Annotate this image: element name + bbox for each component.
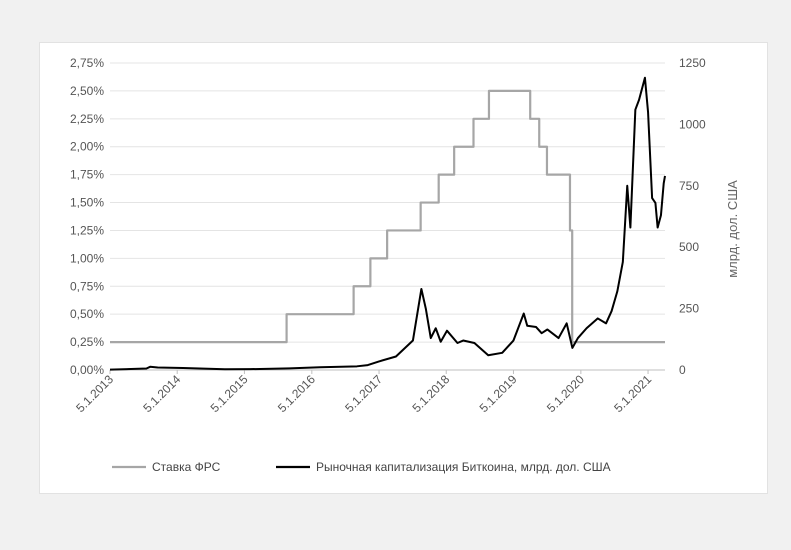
- y-left-tick-label: 2,25%: [70, 112, 104, 126]
- legend-label: Рыночная капитализация Биткоина, млрд. д…: [316, 460, 611, 474]
- y-axis-left: 0,00% 0,25% 0,50% 0,75% 1,00% 1,25% 1,50% 1,75%…: [70, 56, 104, 377]
- chart-panel: 0,00% 0,25% 0,50% 0,75% 1,00% 1,25% 1,50% 1,75%…: [39, 42, 768, 494]
- y-left-tick-label: 1,50%: [70, 196, 104, 210]
- y-left-tick-label: 1,00%: [70, 251, 104, 265]
- series-lines: [109, 76, 666, 371]
- x-tick-label: 5.1.2021: [611, 372, 654, 415]
- y-left-tick-label: 2,50%: [70, 84, 104, 98]
- y-axis-right-title: млрд. дол. США: [725, 180, 740, 278]
- y-left-tick-label: 0,75%: [70, 279, 104, 293]
- y-right-tick-label: 0: [679, 363, 686, 377]
- y-right-tick-label: 250: [679, 302, 699, 316]
- y-right-tick-label: 500: [679, 240, 699, 254]
- series-line-fed-rate: [110, 89, 665, 344]
- legend: Ставка ФРС Рыночная капитализация Биткоин…: [112, 460, 611, 474]
- y-left-tick-label: 0,00%: [70, 363, 104, 377]
- y-axis-right: 0 250 500 750 1000 1250: [679, 56, 706, 377]
- x-tick-label: 5.1.2014: [140, 372, 183, 415]
- x-tick-label: 5.1.2015: [208, 372, 251, 415]
- y-left-tick-label: 2,00%: [70, 140, 104, 154]
- x-tick-label: 5.1.2020: [544, 372, 587, 415]
- series-line-bitcoin-cap: [109, 76, 666, 371]
- y-right-tick-label: 1000: [679, 117, 706, 131]
- y-left-tick-label: 2,75%: [70, 56, 104, 70]
- legend-label: Ставка ФРС: [152, 460, 221, 474]
- x-tick-label: 5.1.2013: [73, 372, 116, 415]
- grid-lines: [110, 62, 665, 371]
- x-tick-label: 5.1.2018: [409, 372, 452, 415]
- x-tick-label: 5.1.2017: [342, 372, 385, 415]
- y-left-tick-label: 0,25%: [70, 335, 104, 349]
- y-left-tick-label: 1,25%: [70, 223, 104, 237]
- y-left-tick-label: 1,75%: [70, 168, 104, 182]
- x-tick-label: 5.1.2019: [477, 372, 520, 415]
- y-left-tick-label: 0,50%: [70, 307, 104, 321]
- x-axis: 5.1.2013 5.1.2014 5.1.2015 5.1.2016 5.1.2017…: [73, 370, 654, 415]
- y-right-tick-label: 1250: [679, 56, 706, 70]
- chart-svg: 0,00% 0,25% 0,50% 0,75% 1,00% 1,25% 1,50% 1,75%…: [70, 56, 740, 474]
- x-tick-label: 5.1.2016: [275, 372, 318, 415]
- y-right-tick-label: 750: [679, 179, 699, 193]
